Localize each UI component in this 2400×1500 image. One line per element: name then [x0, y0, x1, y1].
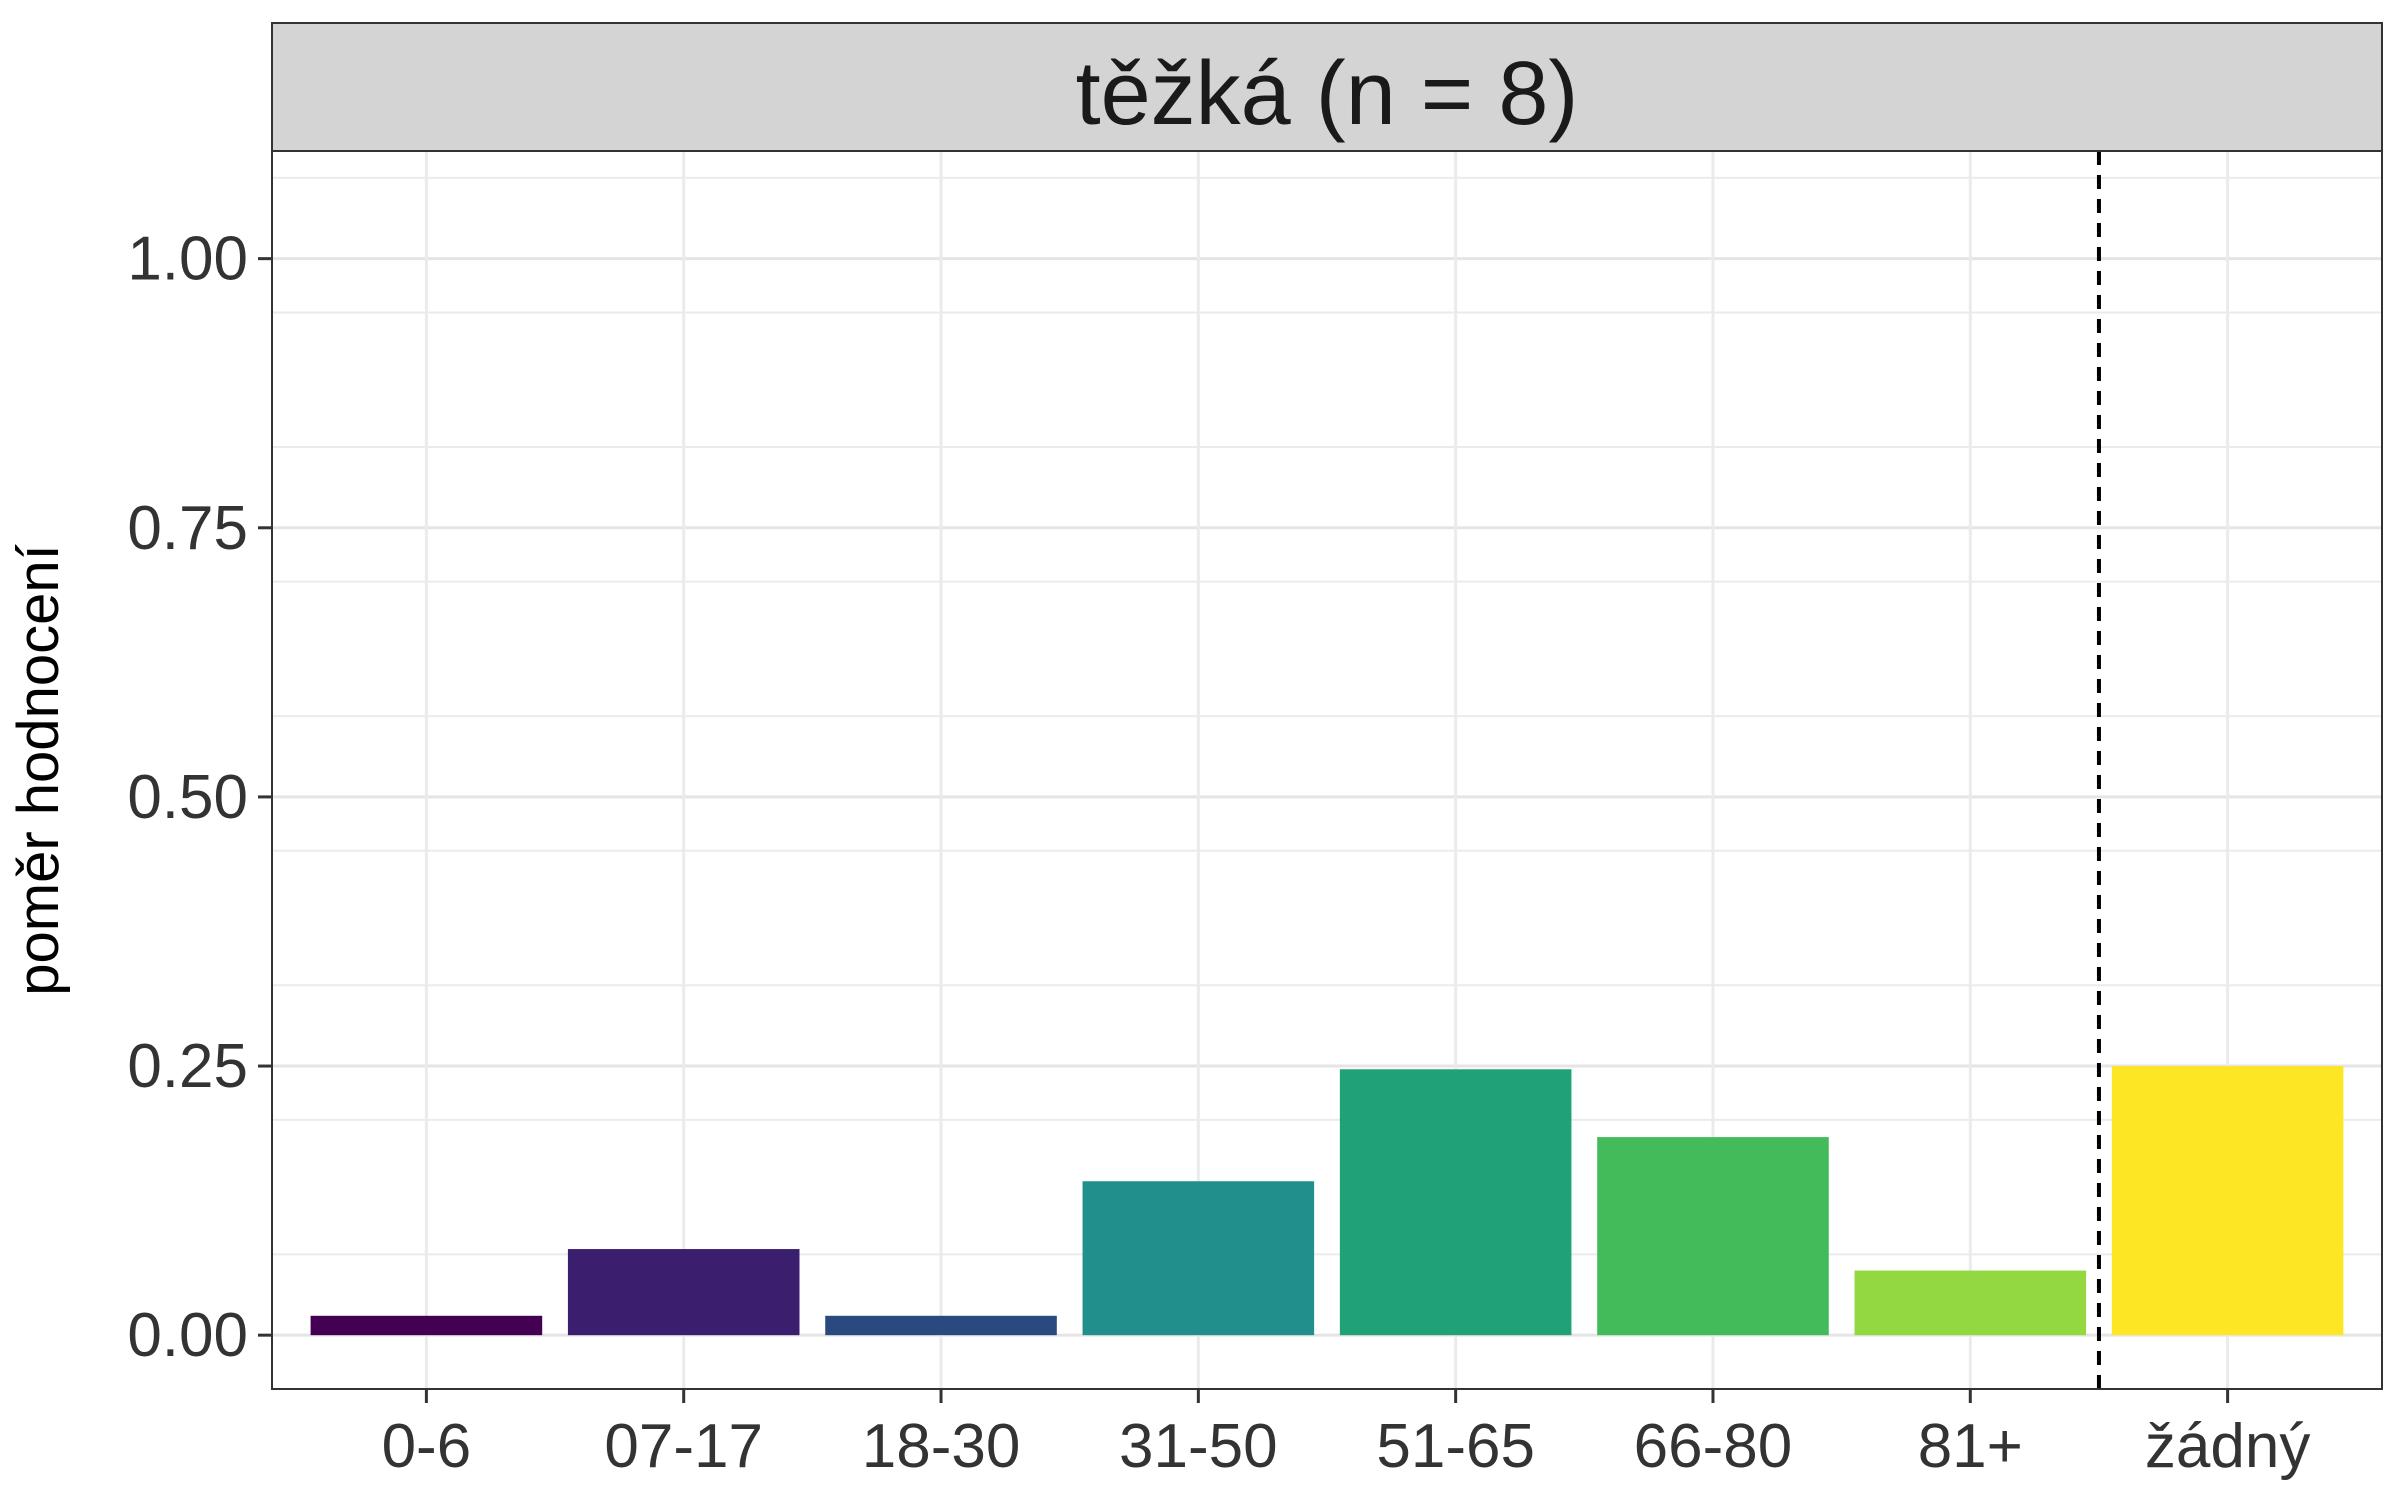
y-axis: 0.00 0.25 0.50 0.75 1.00 — [127, 225, 272, 1370]
bar-07-17 — [567, 1249, 800, 1336]
bar-0-6 — [310, 1315, 543, 1336]
y-tick-label: 0.50 — [127, 763, 248, 832]
x-tick-label: 66-80 — [1634, 1412, 1793, 1481]
x-tick-label: 18-30 — [862, 1412, 1021, 1481]
bar-81+ — [1854, 1270, 2087, 1336]
bars — [310, 1066, 2344, 1336]
bar-51-65 — [1339, 1069, 1572, 1336]
plot-panel — [272, 151, 2382, 1389]
y-tick-label: 1.00 — [127, 225, 248, 294]
x-tick-label: žádný — [2145, 1412, 2310, 1481]
bar-18-30 — [825, 1315, 1057, 1336]
y-axis-title: poměr hodnocení — [6, 544, 71, 995]
y-tick-label: 0.00 — [127, 1301, 248, 1370]
x-tick-label: 81+ — [1918, 1412, 2023, 1481]
y-tick-label: 0.25 — [127, 1032, 248, 1101]
strip-background — [271, 22, 2383, 152]
plot-border — [271, 150, 2383, 1390]
gridlines — [272, 151, 2382, 1389]
x-tick-label: 51-65 — [1376, 1412, 1535, 1481]
bar-31-50 — [1082, 1181, 1315, 1336]
x-tick-label: 31-50 — [1119, 1412, 1278, 1481]
bar-66-80 — [1597, 1137, 1829, 1336]
panel-title: těžká (n = 8) — [1076, 44, 1579, 144]
x-axis: 0-6 07-17 18-30 31-50 51-65 66-80 81+ žádný — [382, 1389, 2310, 1481]
x-tick-label: 07-17 — [604, 1412, 763, 1481]
bar-žádný — [2111, 1066, 2344, 1336]
x-tick-label: 0-6 — [382, 1412, 472, 1481]
y-tick-label: 0.75 — [127, 494, 248, 563]
